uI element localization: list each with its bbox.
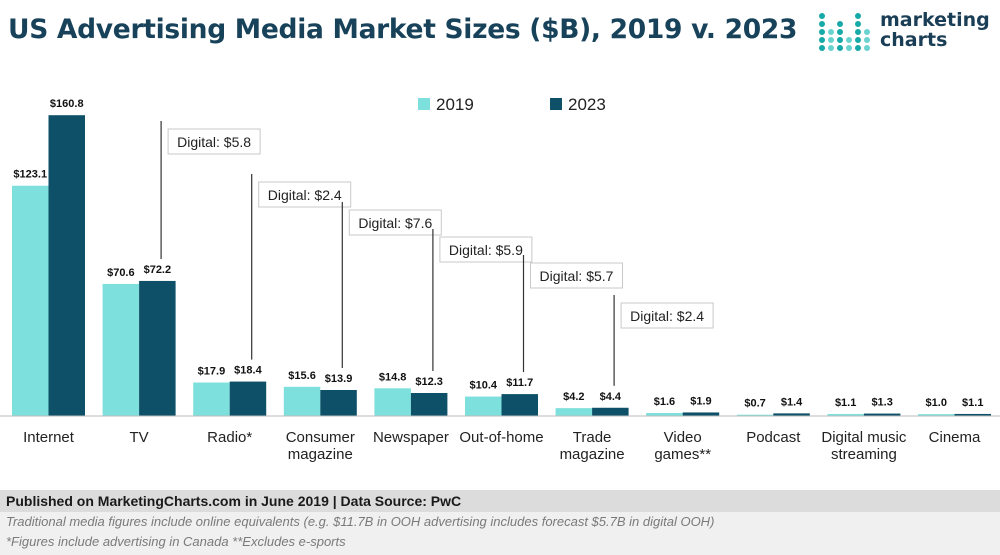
bar-2023 [48, 115, 85, 416]
category-label: Digital music [821, 429, 907, 446]
annotation-label: Digital: $2.4 [268, 187, 342, 203]
bar-2023 [682, 412, 720, 416]
annotation-label: Digital: $2.4 [630, 308, 704, 324]
bar-2019 [736, 414, 774, 416]
bar-2019 [374, 388, 411, 416]
bar-2019 [465, 396, 502, 416]
logo-dots-icon [819, 13, 870, 51]
bar-2023 [139, 280, 176, 416]
category-label: games** [654, 446, 711, 463]
bar-value-label: $1.0 [926, 397, 947, 409]
bar-value-label: $4.4 [600, 391, 622, 403]
bar-2019 [283, 386, 321, 416]
logo-line-2: charts [880, 29, 948, 51]
bar-value-label: $160.8 [50, 98, 84, 110]
annotation-label: Digital: $5.9 [449, 242, 523, 258]
category-label: TV [130, 429, 149, 446]
category-label: Cinema [929, 429, 981, 446]
bar-2023 [592, 407, 629, 416]
bar-2019 [193, 382, 230, 416]
bar-2023 [954, 413, 991, 416]
bar-value-label: $10.4 [469, 380, 497, 392]
legend-swatch-2023 [550, 98, 562, 110]
bar-value-label: $4.2 [563, 391, 584, 403]
bar-value-label: $70.6 [107, 267, 135, 279]
bar-value-label: $1.4 [781, 396, 803, 408]
category-label: Radio* [207, 429, 252, 446]
bar-2023 [229, 381, 267, 416]
annotation-box [167, 128, 261, 155]
bar-2019 [555, 408, 593, 416]
footnote-2: *Figures include advertising in Canada *… [6, 534, 346, 549]
annotation-label: Digital: $5.7 [540, 268, 614, 284]
bar-value-label: $18.4 [234, 365, 262, 377]
category-label: Video [664, 429, 702, 446]
bar-2019 [918, 414, 955, 416]
bar-2023 [410, 392, 448, 416]
bar-chart: 2019 2023 $123.1 $160.8 Internet $70.6 $72.2 TV… [0, 95, 1000, 463]
category-label: magazine [288, 446, 353, 463]
bar-2019 [646, 413, 683, 416]
bar-2019 [827, 413, 864, 416]
logo-line-1: marketing [880, 9, 990, 31]
bar-value-label: $1.1 [962, 397, 983, 409]
bar-value-label: $1.6 [654, 396, 675, 408]
category-label: magazine [560, 446, 625, 463]
category-label: Consumer [286, 429, 355, 446]
bar-value-label: $123.1 [13, 169, 47, 181]
annotation-box [258, 181, 352, 208]
category-label: Podcast [746, 429, 801, 446]
annotation-box [348, 209, 442, 236]
bar-2023 [863, 413, 901, 416]
bar-2019 [12, 185, 49, 416]
published-source: Published on MarketingCharts.com in June… [0, 490, 1000, 512]
footer: Published on MarketingCharts.com in June… [0, 490, 1000, 555]
bar-2023 [320, 389, 357, 416]
annotation-box [620, 302, 714, 329]
bar-2023 [773, 413, 810, 416]
legend-label-2023: 2023 [568, 95, 606, 114]
bar-value-label: $1.3 [871, 397, 892, 409]
bar-value-label: $13.9 [325, 373, 353, 385]
category-label: Out-of-home [459, 429, 543, 446]
category-label: Internet [23, 429, 75, 446]
bar-value-label: $15.6 [288, 370, 316, 382]
bar-value-label: $1.1 [835, 397, 856, 409]
bar-value-label: $11.7 [506, 377, 533, 389]
bar-2023 [501, 394, 538, 416]
bar-value-label: $14.8 [379, 371, 407, 383]
bar-value-label: $1.9 [690, 395, 711, 407]
bar-value-label: $0.7 [744, 398, 765, 410]
bar-value-label: $12.3 [415, 376, 443, 388]
marketingcharts-logo: marketing charts [818, 10, 996, 60]
annotation-box [530, 262, 623, 289]
legend-swatch-2019 [418, 98, 430, 110]
bar-2019 [102, 283, 140, 416]
legend-label-2019: 2019 [436, 95, 474, 114]
category-label: Newspaper [373, 429, 449, 446]
bar-value-label: $17.9 [198, 366, 226, 378]
category-label: streaming [831, 446, 897, 463]
annotation-label: Digital: $7.6 [358, 215, 432, 231]
logo-text: marketing charts [880, 10, 990, 50]
annotation-label: Digital: $5.8 [177, 134, 251, 150]
chart-title: US Advertising Media Market Sizes ($B), … [8, 14, 798, 45]
footnote-1: Traditional media figures include online… [6, 514, 715, 529]
category-label: Trade [573, 429, 612, 446]
annotation-box [439, 236, 533, 263]
bar-value-label: $72.2 [144, 264, 172, 276]
